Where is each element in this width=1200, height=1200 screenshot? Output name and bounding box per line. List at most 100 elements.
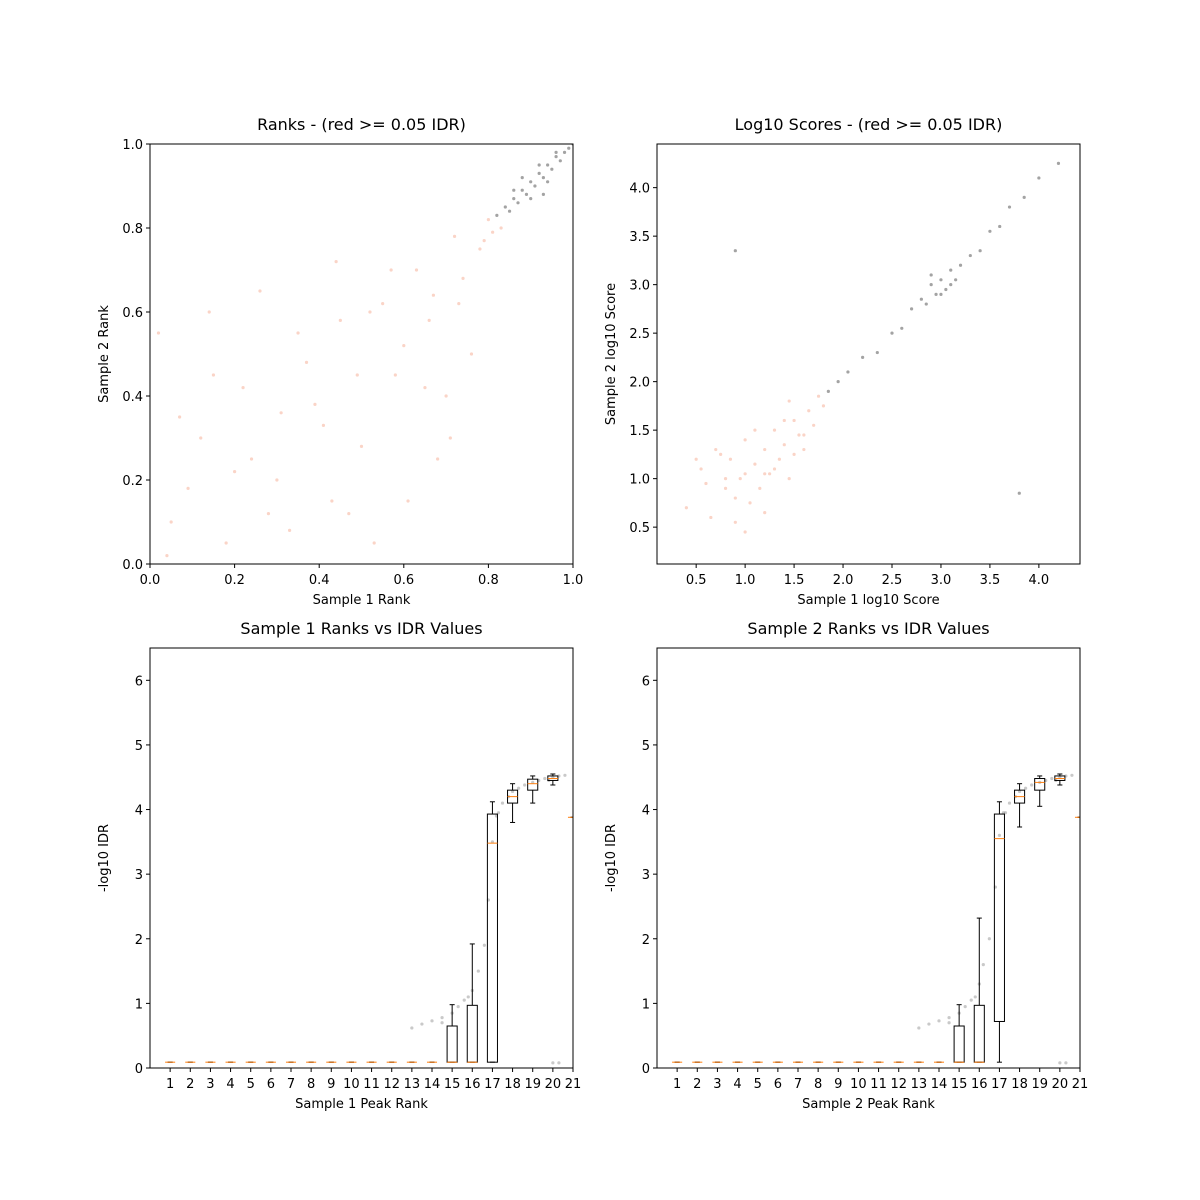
point: [917, 1026, 921, 1030]
point: [541, 192, 545, 196]
point: [802, 433, 806, 437]
point: [543, 776, 547, 781]
point: [969, 998, 973, 1002]
point: [753, 462, 757, 466]
point: [562, 150, 567, 154]
point: [1070, 773, 1074, 777]
point: [927, 1022, 931, 1026]
point: [537, 163, 541, 167]
point: [997, 833, 1002, 837]
point: [763, 447, 767, 452]
x-tick-label: 18: [504, 1077, 521, 1092]
point: [551, 1061, 555, 1065]
point: [495, 213, 499, 217]
axes-frame: [656, 143, 1081, 565]
point: [963, 1005, 967, 1009]
point: [875, 350, 879, 355]
y-tick-label: 0.6: [122, 306, 143, 321]
point: [821, 404, 826, 408]
x-axis-label: Sample 1 log10 Score: [797, 593, 939, 608]
point: [954, 278, 958, 282]
x-tick-label: 16: [464, 1077, 481, 1092]
y-tick-label: 0: [642, 1062, 650, 1077]
point: [347, 511, 351, 516]
point: [763, 510, 767, 515]
point: [772, 428, 777, 432]
y-tick-label: 3.0: [629, 279, 650, 294]
x-tick-label: 0.8: [478, 573, 499, 588]
x-tick-label: 13: [404, 1077, 421, 1092]
point: [1064, 1061, 1068, 1065]
x-tick-label: 9: [327, 1077, 335, 1092]
point: [934, 292, 938, 296]
point: [541, 176, 545, 180]
point: [1056, 161, 1061, 165]
point: [516, 201, 520, 205]
x-tick-label: 1.0: [563, 573, 584, 588]
y-axis-label: -log10 IDR: [97, 824, 112, 892]
box: [993, 813, 1005, 1022]
point: [949, 283, 953, 287]
point: [557, 1061, 561, 1065]
point: [482, 239, 486, 243]
point: [792, 452, 796, 456]
point: [430, 1019, 434, 1023]
plot-area: [165, 773, 573, 1065]
x-tick-label: 11: [363, 1077, 380, 1092]
point: [334, 260, 338, 264]
y-tick-label: 1: [135, 997, 143, 1012]
y-axis-label: Sample 2 Rank: [97, 305, 112, 403]
y-tick-label: 5: [135, 739, 143, 754]
point: [330, 499, 334, 503]
y-tick-label: 2: [135, 933, 143, 948]
point: [406, 499, 410, 503]
x-tick-label: 6: [774, 1077, 782, 1092]
point: [723, 477, 728, 481]
x-tick-label: 0.2: [224, 573, 245, 588]
point: [563, 773, 567, 777]
point: [978, 249, 982, 253]
x-tick-label: 19: [1031, 1077, 1048, 1092]
x-tick-label: 3: [713, 1077, 721, 1092]
point: [550, 167, 554, 171]
x-tick-label: 12: [383, 1077, 400, 1092]
point: [372, 541, 376, 545]
point: [816, 394, 821, 398]
point: [797, 433, 801, 437]
x-tick-label: 4: [226, 1077, 234, 1092]
x-tick-label: 1.0: [735, 573, 756, 588]
point: [517, 786, 521, 790]
point: [937, 1019, 941, 1023]
point: [381, 302, 385, 306]
y-tick-label: 2.5: [629, 327, 650, 342]
point: [719, 452, 723, 456]
y-tick-label: 1.5: [629, 424, 650, 439]
y-tick-label: 1: [642, 997, 650, 1012]
point: [500, 801, 505, 805]
point: [947, 1021, 951, 1025]
point: [533, 184, 537, 188]
point: [304, 360, 309, 364]
point: [491, 230, 495, 234]
y-tick-label: 0.5: [629, 521, 650, 536]
point: [733, 249, 737, 253]
point: [512, 197, 516, 201]
point: [807, 409, 811, 413]
point: [944, 287, 948, 292]
point: [968, 253, 972, 258]
point: [768, 472, 772, 476]
y-tick-label: 4: [642, 804, 650, 819]
point: [981, 963, 985, 967]
x-axis-label: Sample 1 Peak Rank: [295, 1097, 428, 1112]
point: [520, 176, 524, 180]
x-tick-label: 7: [287, 1077, 295, 1092]
point: [900, 326, 904, 330]
point: [924, 302, 928, 306]
x-tick-label: 21: [565, 1077, 582, 1092]
x-tick-label: 9: [834, 1077, 842, 1092]
point: [233, 470, 237, 474]
point: [699, 467, 703, 471]
point: [503, 205, 507, 209]
point: [1022, 195, 1026, 199]
